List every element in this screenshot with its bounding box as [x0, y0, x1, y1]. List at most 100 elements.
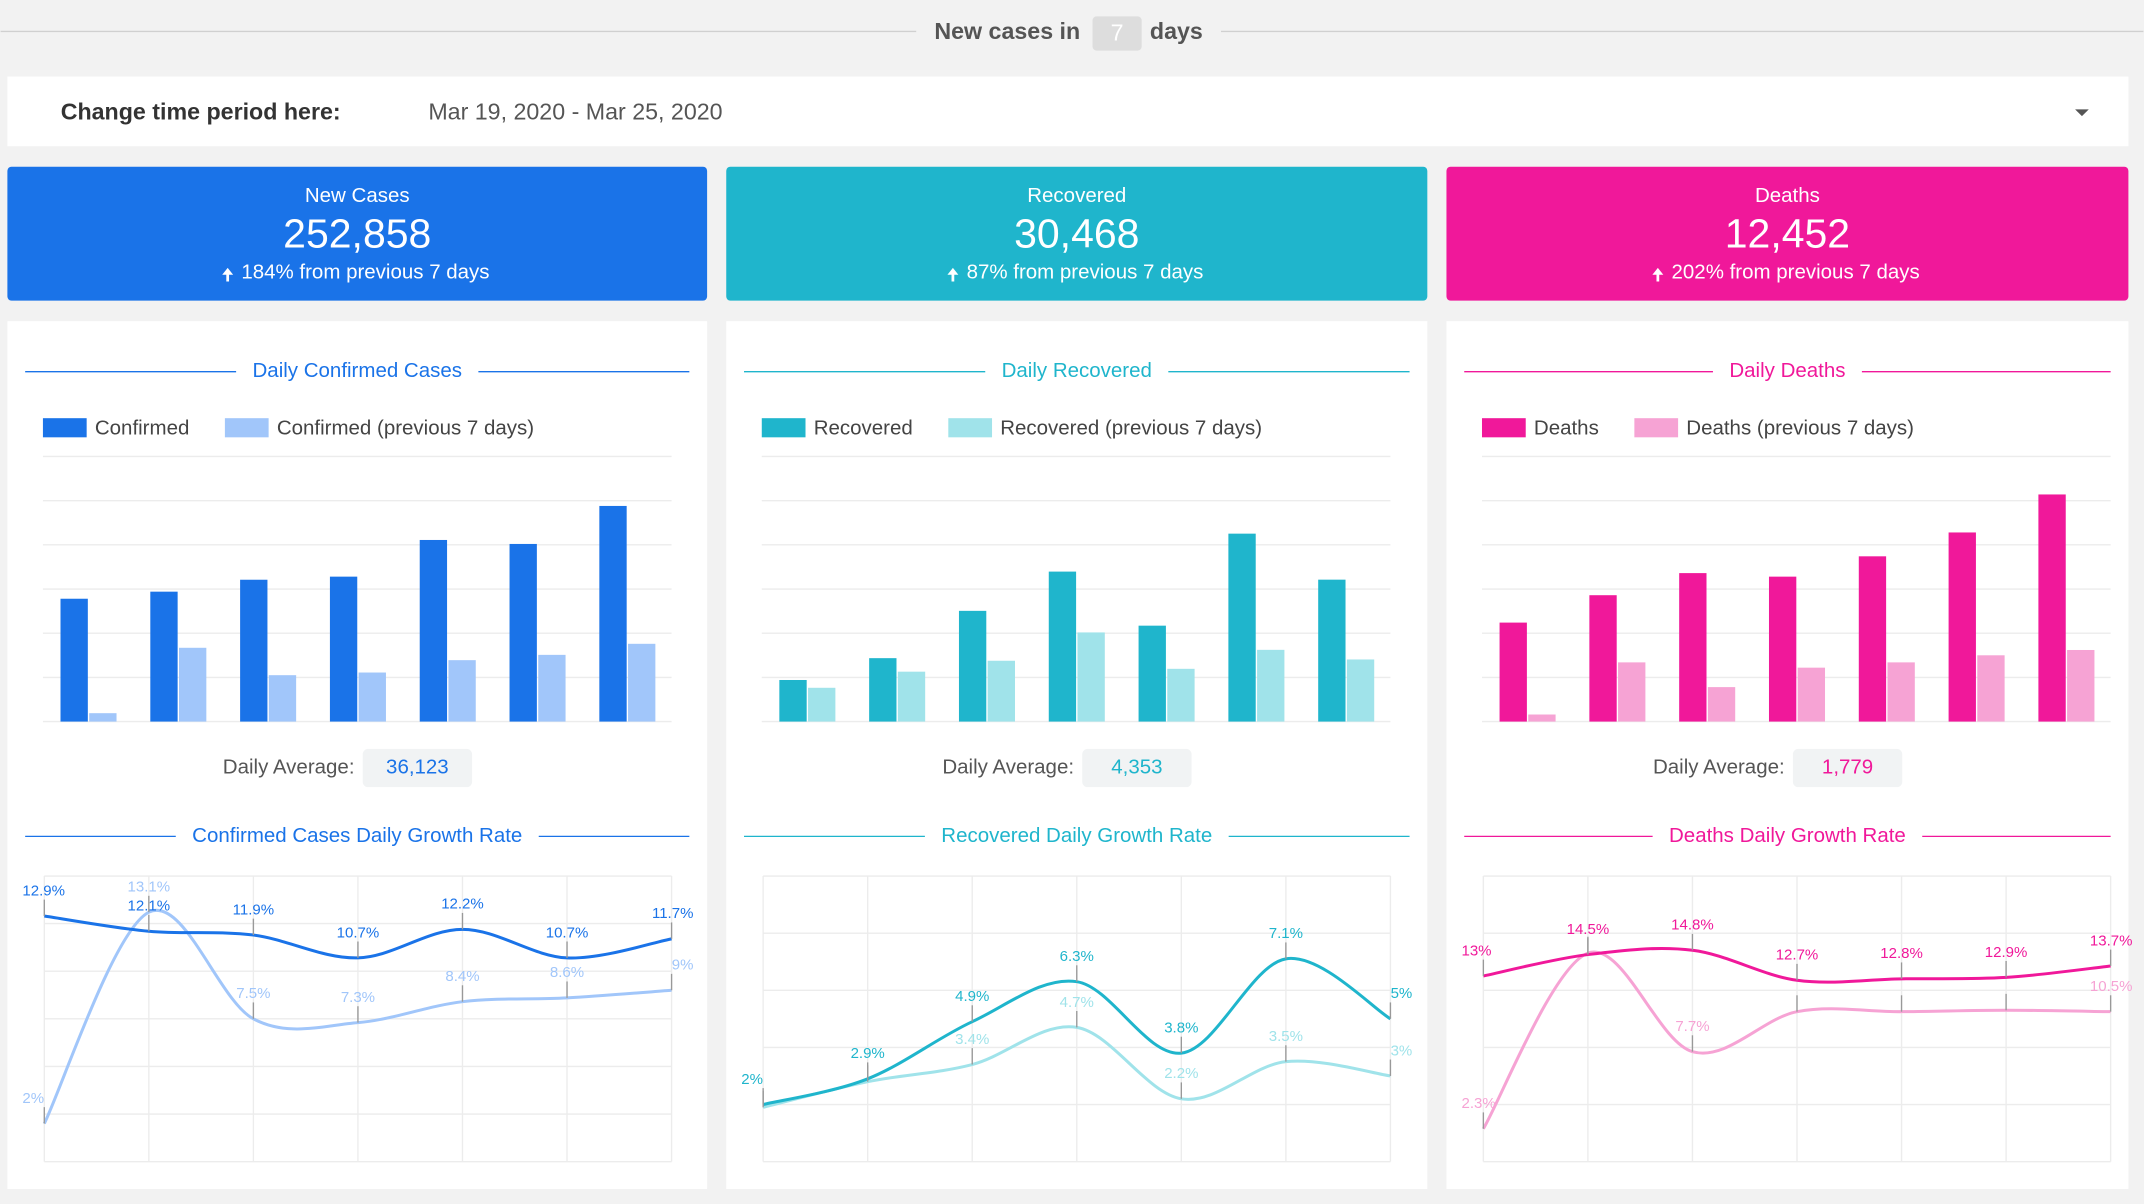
- legend-label: Deaths (previous 7 days): [1686, 417, 1914, 440]
- bar: [1768, 576, 1797, 722]
- series-line: [1482, 950, 2111, 1130]
- legend-swatch: [224, 418, 269, 438]
- bar: [1077, 632, 1105, 722]
- kpi-label: Recovered: [1027, 184, 1126, 207]
- bar: [1707, 687, 1736, 722]
- kpi-label: Deaths: [1755, 184, 1820, 207]
- bar: [1858, 556, 1887, 722]
- value-label: 13.1%: [128, 879, 171, 896]
- value-label: 2%: [22, 1090, 44, 1107]
- bar: [779, 679, 807, 722]
- bar: [1528, 714, 1556, 722]
- days-box[interactable]: [1092, 16, 1142, 51]
- value-label: 10.7%: [337, 924, 380, 941]
- filter-value[interactable]: Mar 19, 2020 - Mar 25, 2020: [428, 99, 722, 125]
- chart-title: Deaths Daily Growth Rate: [1669, 824, 1906, 847]
- bar: [599, 505, 627, 722]
- value-label: 7.1%: [1269, 925, 1303, 942]
- average-value: 4,353: [1111, 755, 1162, 778]
- average-box: [1792, 748, 1903, 788]
- bar: [2067, 649, 2095, 722]
- bar: [1499, 622, 1527, 722]
- chart-title: Recovered Daily Growth Rate: [941, 824, 1212, 847]
- value-label: 10.5%: [2090, 978, 2133, 995]
- bar: [60, 598, 88, 722]
- bar: [1048, 571, 1077, 722]
- average-box: [1082, 748, 1192, 788]
- bar: [1318, 579, 1346, 722]
- bar: [509, 543, 537, 722]
- value-label: 3.8%: [1164, 1019, 1198, 1036]
- value-label: 12.8%: [1880, 945, 1923, 962]
- legend-label: Recovered (previous 7 days): [1000, 417, 1262, 440]
- bar: [1167, 668, 1195, 722]
- average-box: [362, 748, 473, 788]
- value-label: 2.2%: [1164, 1065, 1198, 1082]
- bar: [1887, 662, 1915, 722]
- average-value: 1,779: [1822, 755, 1873, 778]
- legend-label: Deaths: [1534, 417, 1599, 440]
- filter-bar[interactable]: [7, 76, 2129, 147]
- chart-title: Daily Deaths: [1729, 359, 1845, 382]
- bar: [1948, 532, 1976, 722]
- bar: [329, 576, 358, 722]
- bar: [628, 643, 656, 722]
- bar: [1679, 573, 1707, 722]
- dropdown-arrow[interactable]: [2075, 109, 2089, 117]
- value-label: 14.5%: [1567, 921, 1610, 938]
- days-value[interactable]: 7: [1111, 19, 1124, 45]
- value-label: 9%: [672, 957, 694, 974]
- bar: [358, 672, 386, 722]
- value-label: 11.7%: [652, 905, 693, 922]
- header-text: days: [1150, 18, 1203, 44]
- bar: [1228, 533, 1256, 722]
- legend-swatch: [1481, 418, 1526, 438]
- chart-title: Daily Confirmed Cases: [253, 359, 462, 382]
- bar: [448, 660, 476, 722]
- kpi-change: 87% from previous 7 days: [967, 261, 1204, 284]
- bar: [897, 671, 926, 722]
- value-label: 6.3%: [1060, 948, 1094, 965]
- value-label: 12.7%: [1776, 947, 1819, 964]
- value-label: 10.7%: [546, 924, 589, 941]
- bar: [1797, 667, 1826, 722]
- bar: [987, 660, 1015, 722]
- value-label: 12.9%: [22, 882, 65, 899]
- bar: [958, 610, 987, 722]
- legend-swatch: [948, 418, 993, 438]
- bar: [268, 675, 297, 722]
- average-label: Daily Average:: [223, 755, 355, 778]
- value-label: 2.3%: [1461, 1095, 1495, 1112]
- value-label: 3.4%: [955, 1031, 989, 1048]
- kpi-value: 30,468: [1014, 210, 1139, 256]
- value-label: 13%: [1461, 942, 1491, 959]
- value-label: 11.9%: [233, 901, 274, 918]
- average-label: Daily Average:: [1653, 755, 1785, 778]
- kpi-change: 184% from previous 7 days: [241, 261, 489, 284]
- value-label: 5%: [1391, 985, 1413, 1002]
- legend-swatch: [761, 418, 806, 438]
- bar: [1257, 649, 1285, 722]
- kpi-card: [7, 166, 708, 301]
- value-label: 7.5%: [236, 985, 270, 1002]
- value-label: 3.5%: [1269, 1028, 1303, 1045]
- kpi-value: 252,858: [283, 210, 431, 256]
- legend-swatch: [1634, 418, 1679, 438]
- value-label: 2%: [741, 1071, 763, 1088]
- bar: [89, 713, 117, 722]
- bar: [150, 591, 178, 722]
- value-label: 7.7%: [1675, 1018, 1709, 1035]
- bar: [1977, 655, 2005, 722]
- up-arrow: [947, 267, 959, 282]
- bar: [869, 658, 897, 722]
- bar: [1589, 595, 1617, 722]
- average-label: Daily Average:: [942, 755, 1074, 778]
- value-label: 7.3%: [341, 989, 375, 1006]
- value-label: 3%: [1391, 1042, 1413, 1059]
- kpi-card: [726, 166, 1428, 301]
- value-label: 12.2%: [441, 896, 484, 913]
- value-label: 4.9%: [955, 988, 989, 1005]
- value-label: 8.6%: [550, 964, 584, 981]
